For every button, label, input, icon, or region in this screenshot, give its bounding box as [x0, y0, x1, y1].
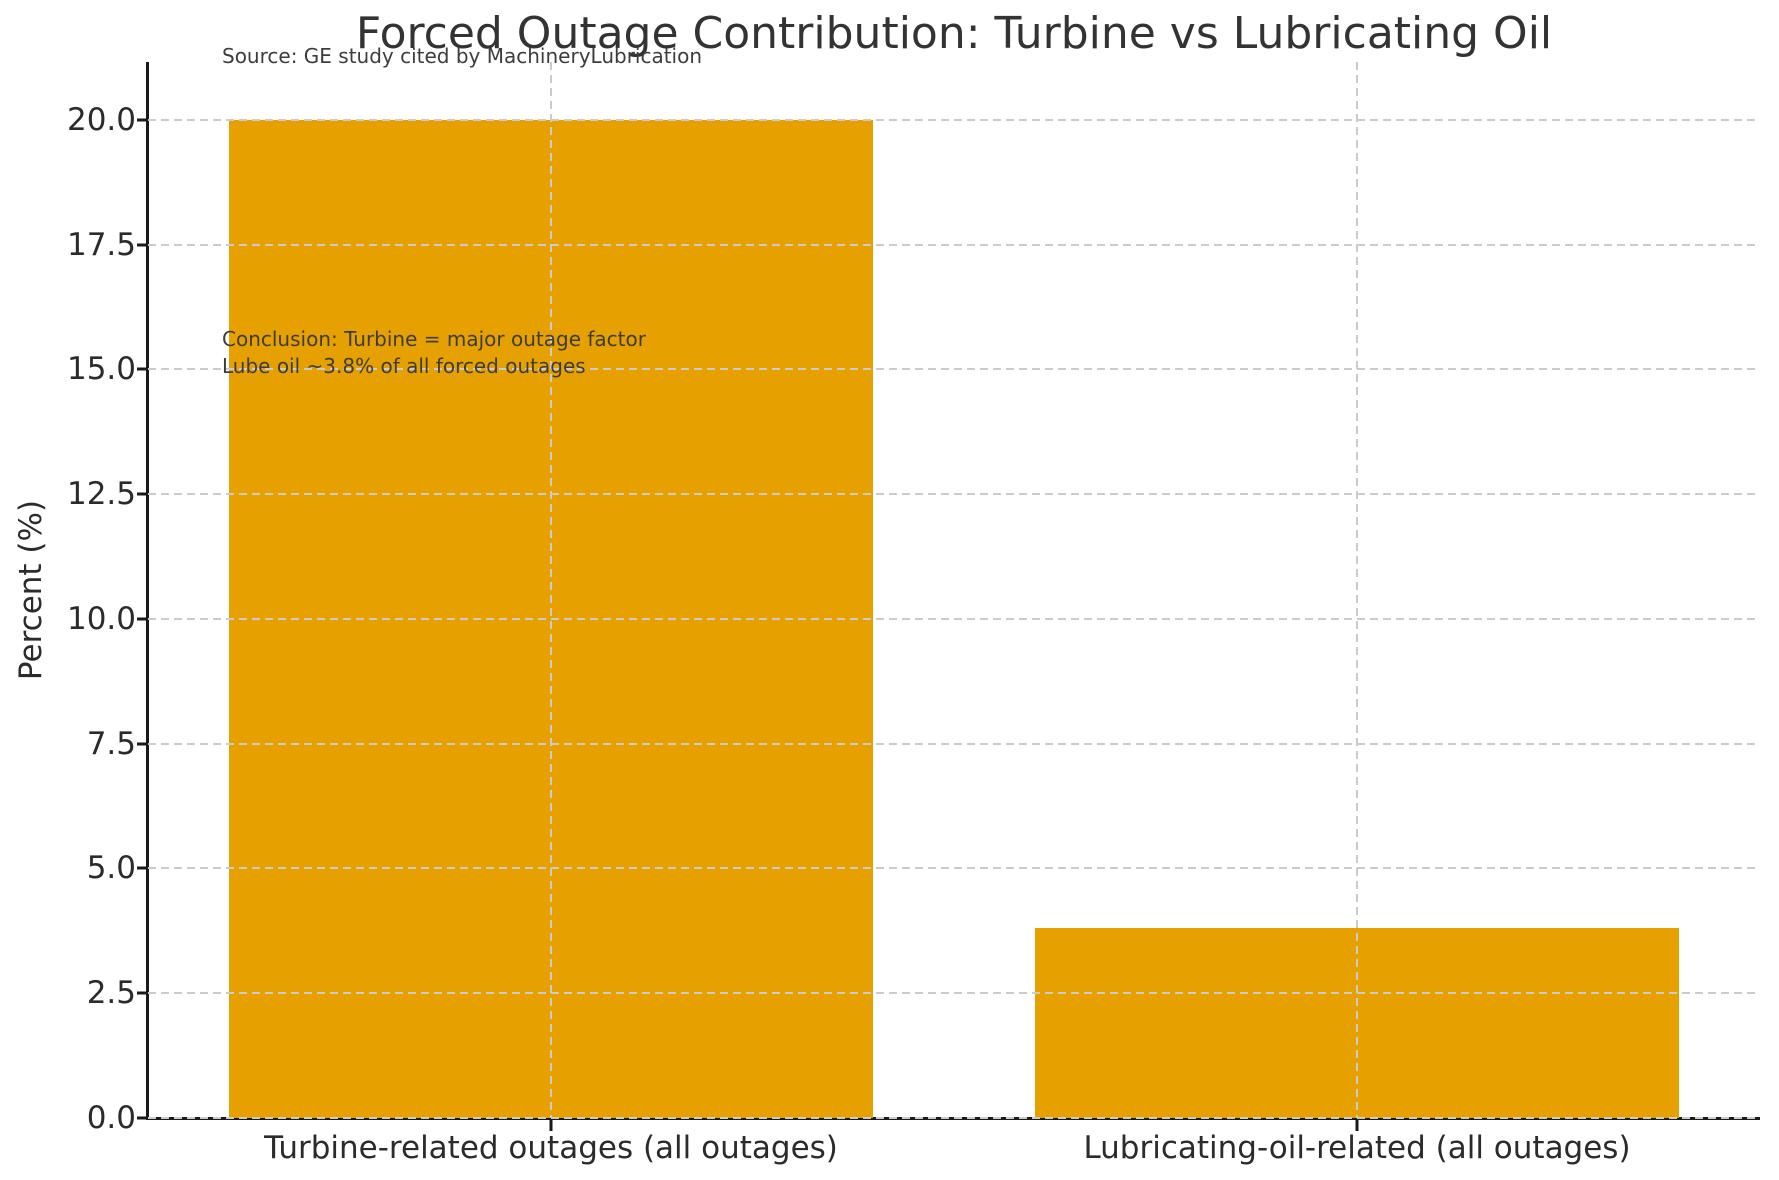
y-tick-mark — [137, 991, 148, 995]
x-tick-label: Lubricating-oil-related (all outages) — [1083, 1130, 1631, 1166]
h-gridline — [148, 368, 1760, 371]
v-gridline — [550, 62, 552, 1118]
h-gridline — [148, 243, 1760, 246]
y-tick-mark — [137, 1116, 148, 1120]
plot-area: Conclusion: Turbine = major outage facto… — [148, 62, 1760, 1119]
x-tick-mark — [1355, 1120, 1359, 1131]
y-tick-label: 17.5 — [66, 226, 136, 263]
y-tick-label: 0.0 — [86, 1100, 136, 1136]
v-gridline — [1356, 62, 1358, 1118]
y-tick-mark — [137, 866, 148, 870]
h-gridline — [148, 493, 1760, 496]
y-axis-spine — [146, 62, 149, 1120]
y-tick-label: 7.5 — [86, 725, 136, 762]
y-tick-mark — [137, 243, 148, 247]
h-gridline — [148, 617, 1760, 620]
annotation-line-2: Lube oil ~3.8% of all forced outages — [222, 354, 586, 378]
h-gridline — [148, 118, 1760, 121]
y-tick-mark — [137, 742, 148, 746]
y-tick-label: 10.0 — [66, 600, 136, 637]
y-tick-label: 5.0 — [86, 850, 136, 887]
y-tick-mark — [137, 617, 148, 621]
chart-title: Forced Outage Contribution: Turbine vs L… — [355, 8, 1553, 59]
annotation-line-1: Conclusion: Turbine = major outage facto… — [222, 327, 646, 351]
h-gridline — [148, 992, 1760, 995]
y-tick-mark — [137, 367, 148, 371]
y-axis-label: Percent (%) — [13, 499, 49, 681]
y-tick-label: 15.0 — [66, 351, 136, 388]
y-tick-label: 20.0 — [66, 101, 136, 138]
y-tick-label: 2.5 — [86, 975, 136, 1012]
x-tick-mark — [549, 1120, 553, 1131]
conclusion-annotation: Conclusion: Turbine = major outage facto… — [222, 326, 646, 380]
y-tick-mark — [137, 118, 148, 122]
y-tick-label: 12.5 — [66, 476, 136, 513]
h-gridline — [148, 1117, 1760, 1119]
h-gridline — [148, 742, 1760, 745]
source-note: Source: GE study cited by MachineryLubri… — [222, 44, 703, 68]
y-tick-mark — [137, 492, 148, 496]
h-gridline — [148, 867, 1760, 870]
x-tick-label: Turbine-related outages (all outages) — [264, 1130, 838, 1166]
